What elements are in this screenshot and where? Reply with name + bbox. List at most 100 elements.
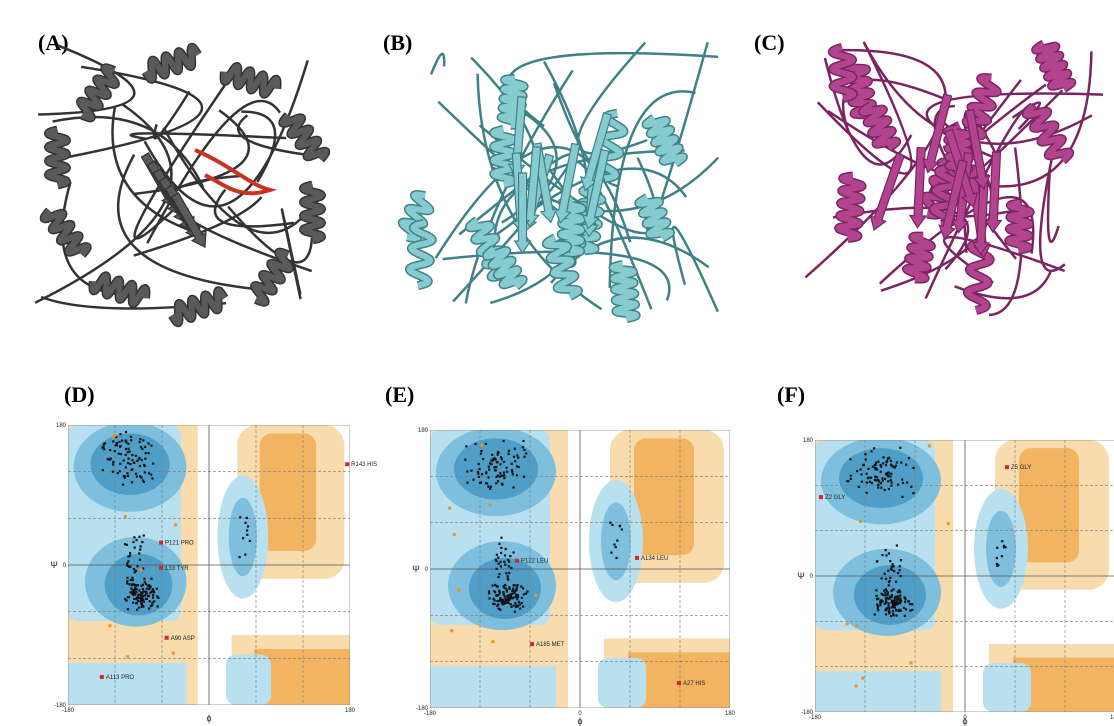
residue-dot xyxy=(497,607,500,610)
residue-dot xyxy=(489,487,492,490)
loop xyxy=(608,90,696,288)
residue-dot xyxy=(897,609,901,613)
residue-dot xyxy=(133,571,136,574)
residue-dot xyxy=(156,595,159,598)
residue-dot xyxy=(515,604,518,607)
y-tick-label: -180 xyxy=(801,710,814,716)
residue-dot xyxy=(138,535,141,538)
helix xyxy=(859,102,900,151)
residue-dot xyxy=(610,551,613,554)
residue-dot xyxy=(509,603,512,606)
residue-dot xyxy=(157,596,160,599)
residue-dot xyxy=(123,476,126,479)
residue-dot xyxy=(248,539,252,543)
loop xyxy=(1038,157,1066,272)
residue-dot xyxy=(507,449,511,453)
panel-label: (D) xyxy=(64,382,95,407)
residue-dot xyxy=(886,607,889,610)
residue-dot xyxy=(151,593,155,597)
loop xyxy=(111,107,205,237)
residue-dot xyxy=(499,599,502,602)
residue-dot xyxy=(895,609,898,612)
residue-dot xyxy=(465,445,468,448)
residue-dot xyxy=(510,566,513,570)
residue-dot xyxy=(502,586,506,589)
residue-dot xyxy=(131,453,134,457)
residue-dot xyxy=(494,469,497,472)
residue-dot xyxy=(131,590,134,593)
residue-dot xyxy=(886,591,890,594)
residue-dot xyxy=(887,584,890,587)
residue-dot xyxy=(504,547,507,551)
residue-dot xyxy=(899,599,902,602)
residue-dot xyxy=(879,604,882,607)
residue-dot xyxy=(140,584,143,587)
residue-dot xyxy=(516,594,519,597)
residue-dot xyxy=(242,537,245,540)
residue-dot xyxy=(876,605,879,608)
helix xyxy=(842,59,878,124)
residue-dot xyxy=(894,601,898,604)
residue-dot xyxy=(508,587,511,590)
residue-dot xyxy=(238,555,241,559)
residue-dot xyxy=(496,604,499,607)
residue-label: P122 LEU xyxy=(521,559,548,565)
residue-dot xyxy=(500,546,503,550)
y-axis-label: Ψ xyxy=(412,564,420,574)
residue-dot xyxy=(526,590,529,593)
residue-dot xyxy=(892,600,895,603)
residue-dot xyxy=(124,466,127,469)
residue-dot xyxy=(997,563,1000,567)
residue-dot xyxy=(477,472,480,475)
residue-dot xyxy=(135,602,138,605)
strand xyxy=(965,108,991,190)
residue-dot xyxy=(609,521,612,524)
residue-dot xyxy=(885,596,889,599)
residue-dot xyxy=(134,584,138,587)
residue-dot xyxy=(145,587,148,590)
loop xyxy=(943,235,1066,284)
residue-dot xyxy=(900,461,903,464)
allowed-blue xyxy=(598,657,646,708)
residue-dot xyxy=(142,590,145,593)
residue-dot xyxy=(513,584,516,587)
residue-dot xyxy=(868,480,872,483)
residue-dot xyxy=(495,461,498,464)
residue-dot xyxy=(127,596,131,599)
residue-dot xyxy=(615,556,618,560)
residue-dot xyxy=(503,600,507,603)
residue-dot xyxy=(244,521,247,524)
residue-dot xyxy=(866,477,869,480)
residue-dot xyxy=(482,458,485,461)
residue-dot xyxy=(135,608,139,611)
residue-dot xyxy=(132,583,136,586)
residue-dot xyxy=(890,464,893,467)
residue-dot xyxy=(485,482,488,485)
loop xyxy=(464,69,574,304)
favored-blue xyxy=(228,497,257,577)
residue-dot xyxy=(515,605,518,609)
residue-dot xyxy=(137,600,140,603)
residue-dot xyxy=(909,609,912,612)
residue-dot xyxy=(903,596,906,599)
residue-dot-allowed xyxy=(450,629,454,633)
outlier-marker xyxy=(159,540,164,545)
residue-dot xyxy=(889,576,892,580)
helix xyxy=(483,246,527,290)
residue-label: A185 MET xyxy=(536,642,565,648)
residue-dot xyxy=(129,551,132,555)
residue-dot xyxy=(513,610,517,613)
helix xyxy=(1032,41,1075,92)
residue-dot xyxy=(126,562,129,565)
residue-dot xyxy=(859,468,862,471)
loop xyxy=(129,132,287,141)
residue-dot xyxy=(890,565,893,568)
y-axis-label: Ψ xyxy=(50,560,58,570)
residue-dot xyxy=(892,614,895,617)
residue-dot xyxy=(891,610,895,613)
y-tick-label: -180 xyxy=(416,706,429,712)
residue-dot xyxy=(134,593,137,596)
residue-dot xyxy=(891,563,894,566)
residue-dot xyxy=(505,466,508,469)
